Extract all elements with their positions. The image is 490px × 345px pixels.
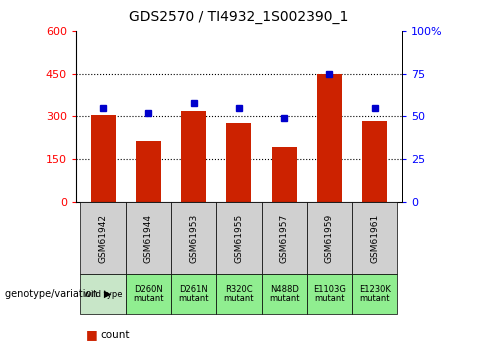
Bar: [362, 121, 387, 202]
Bar: [262, 274, 307, 314]
Text: GSM61955: GSM61955: [234, 214, 244, 263]
Text: GSM61944: GSM61944: [144, 214, 153, 263]
Text: GSM61959: GSM61959: [325, 214, 334, 263]
Bar: [216, 202, 262, 274]
Bar: [352, 202, 397, 274]
Bar: [226, 123, 251, 202]
Bar: [317, 74, 342, 202]
Text: R320C
mutant: R320C mutant: [223, 285, 254, 304]
Text: D261N
mutant: D261N mutant: [178, 285, 209, 304]
Bar: [352, 274, 397, 314]
Text: GSM61942: GSM61942: [98, 214, 108, 263]
Bar: [80, 202, 126, 274]
Bar: [171, 202, 216, 274]
Text: E1230K
mutant: E1230K mutant: [359, 285, 391, 304]
Bar: [307, 202, 352, 274]
Bar: [271, 147, 296, 202]
Text: GSM61957: GSM61957: [280, 214, 289, 263]
Text: GDS2570 / TI4932_1S002390_1: GDS2570 / TI4932_1S002390_1: [129, 10, 348, 24]
Text: ■: ■: [86, 328, 98, 341]
Text: wild type: wild type: [84, 289, 122, 299]
Text: genotype/variation  ▶: genotype/variation ▶: [5, 289, 111, 299]
Bar: [80, 274, 126, 314]
Bar: [126, 274, 171, 314]
Bar: [136, 141, 161, 202]
Text: N488D
mutant: N488D mutant: [269, 285, 299, 304]
Text: count: count: [100, 330, 130, 339]
Bar: [262, 202, 307, 274]
Bar: [181, 111, 206, 202]
Bar: [307, 274, 352, 314]
Text: GSM61961: GSM61961: [370, 214, 379, 263]
Bar: [216, 274, 262, 314]
Bar: [171, 274, 216, 314]
Text: D260N
mutant: D260N mutant: [133, 285, 164, 304]
Text: GSM61953: GSM61953: [189, 214, 198, 263]
Bar: [91, 115, 116, 202]
Bar: [126, 202, 171, 274]
Text: E1103G
mutant: E1103G mutant: [313, 285, 346, 304]
